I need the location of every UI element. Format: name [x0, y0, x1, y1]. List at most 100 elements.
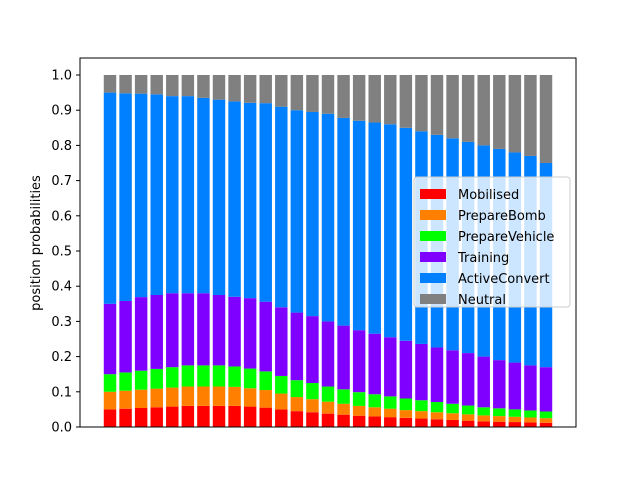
bar-segment-mobilised: [166, 406, 179, 427]
bar-stack: [243, 75, 257, 427]
bar-segment-activeconvert: [166, 96, 179, 294]
bar-segment-mobilised: [134, 407, 148, 427]
bar-segment-mobilised: [399, 417, 413, 427]
bar-segment-neutral: [243, 75, 257, 103]
bar-segment-training: [259, 301, 272, 372]
bar-segment-preparevehicle: [493, 408, 506, 417]
bar-segment-preparevehicle: [166, 367, 179, 388]
bar-segment-activeconvert: [228, 101, 241, 297]
bar-segment-preparebomb: [384, 408, 397, 418]
bar-segment-activeconvert: [337, 117, 350, 326]
bar-segment-neutral: [166, 75, 179, 97]
bar-segment-mobilised: [290, 411, 304, 427]
bar-segment-mobilised: [368, 416, 381, 427]
bar-segment-activeconvert: [134, 93, 148, 298]
bar-segment-neutral: [321, 75, 335, 114]
bar-segment-mobilised: [539, 422, 553, 427]
bar-stack: [321, 75, 335, 427]
bar-segment-preparebomb: [415, 411, 428, 419]
legend-label-neutral: Neutral: [458, 293, 506, 308]
axes: [79, 57, 577, 428]
bar-segment-training: [119, 300, 132, 373]
bar-stack: [134, 75, 148, 427]
bar-segment-training: [150, 295, 163, 369]
bar-segment-training: [321, 321, 335, 387]
bar-segment-preparebomb: [228, 386, 241, 406]
bar-segment-activeconvert: [384, 124, 397, 338]
bar-segment-preparebomb: [243, 388, 257, 407]
bar-segment-mobilised: [415, 418, 428, 427]
bar-stack: [212, 75, 226, 427]
bar-segment-preparebomb: [446, 413, 459, 420]
legend-swatch-preparevehicle: [420, 231, 446, 241]
bar-segment-preparevehicle: [337, 389, 350, 404]
bar-segment-preparebomb: [493, 416, 506, 422]
bar-segment-training: [477, 356, 490, 408]
bar-segment-activeconvert: [150, 94, 163, 295]
bar-segment-preparebomb: [275, 393, 288, 410]
legend-label-activeconvert: ActiveConvert: [458, 272, 550, 287]
legend-label-preparebomb: PrepareBomb: [458, 209, 546, 224]
bar-stack: [119, 75, 132, 427]
plot-frame: [79, 57, 577, 428]
bar-segment-mobilised: [306, 412, 319, 427]
bar-segment-training: [337, 325, 350, 390]
bar-segment-activeconvert: [243, 102, 257, 299]
bar-stack: [150, 75, 163, 427]
bar-stack: [290, 75, 304, 427]
bar-stack: [352, 75, 366, 427]
bar-segment-preparebomb: [539, 418, 553, 423]
legend-swatch-neutral: [420, 294, 446, 304]
bar-segment-activeconvert: [321, 113, 335, 322]
bar-segment-preparebomb: [290, 397, 304, 412]
bar-segment-preparebomb: [306, 399, 319, 413]
bar-segment-training: [243, 298, 257, 369]
bar-segment-preparebomb: [259, 390, 272, 408]
bar-segment-activeconvert: [103, 92, 117, 304]
bar-segment-preparebomb: [150, 388, 163, 408]
bar-segment-preparevehicle: [134, 370, 148, 390]
bar-segment-preparevehicle: [321, 386, 335, 402]
bar-segment-mobilised: [493, 421, 506, 427]
bar-segment-preparevehicle: [477, 407, 490, 416]
bar-segment-neutral: [119, 75, 132, 94]
bar-segment-training: [275, 307, 288, 376]
legend-swatch-training: [420, 252, 446, 262]
bar-segment-neutral: [508, 75, 522, 153]
bar-segment-training: [352, 330, 366, 393]
bar-segment-preparevehicle: [508, 409, 522, 417]
bar-segment-activeconvert: [181, 96, 195, 294]
bar-segment-activeconvert: [197, 97, 210, 294]
bar-segment-neutral: [493, 75, 506, 149]
bar-segment-mobilised: [197, 405, 210, 427]
bar-segment-training: [166, 293, 179, 368]
bar-segment-neutral: [228, 75, 241, 102]
y-tick-label: 0.9: [51, 104, 72, 119]
bar-segment-mobilised: [103, 409, 117, 427]
bar-segment-mobilised: [259, 407, 272, 427]
bar-segment-neutral: [539, 75, 553, 163]
bar-segment-neutral: [368, 75, 381, 123]
bar-segment-preparevehicle: [539, 411, 553, 419]
bar-segment-training: [461, 353, 475, 406]
bar-segment-neutral: [337, 75, 350, 118]
bar-segment-preparebomb: [477, 415, 490, 422]
bar-segment-training: [493, 360, 506, 409]
bar-segment-preparevehicle: [119, 372, 132, 391]
bar-segment-neutral: [384, 75, 397, 125]
bar-segment-neutral: [275, 75, 288, 107]
bar-segment-neutral: [461, 75, 475, 142]
bar-segment-training: [181, 293, 195, 366]
bar-segment-preparevehicle: [181, 365, 195, 387]
bar-segment-preparevehicle: [259, 371, 272, 391]
bar-stack: [259, 75, 272, 427]
bar-stack: [275, 75, 288, 427]
bar-stack: [197, 75, 210, 427]
bar-segment-training: [368, 333, 381, 395]
bar-segment-preparevehicle: [430, 402, 444, 413]
bar-segment-preparevehicle: [150, 368, 163, 389]
bar-segment-preparebomb: [368, 407, 381, 417]
bar-segment-neutral: [306, 75, 319, 112]
bar-segment-activeconvert: [399, 127, 413, 341]
